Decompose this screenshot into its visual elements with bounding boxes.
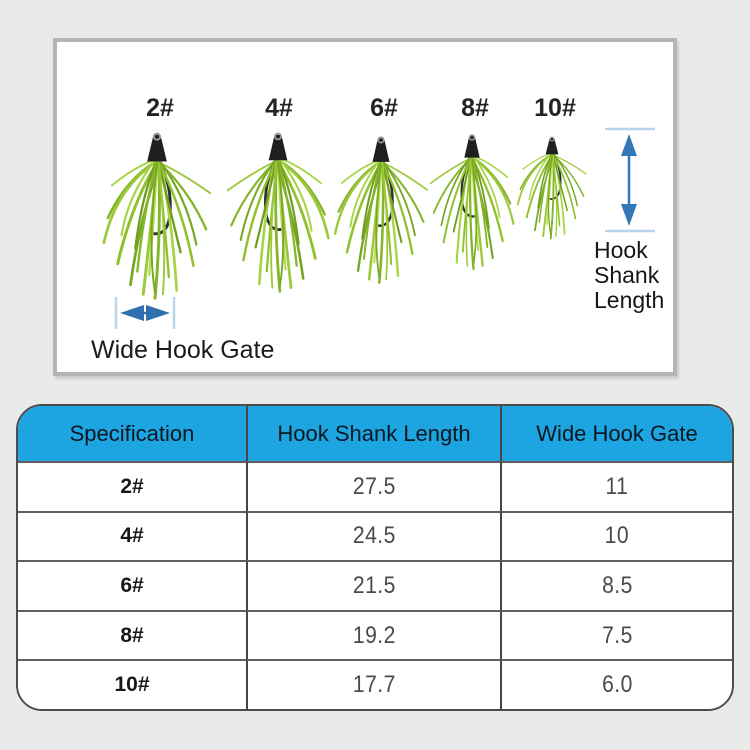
shank-cell: 17.7 <box>246 659 500 709</box>
shank-cell: 24.5 <box>246 510 500 561</box>
lure-size-label: 8# <box>461 94 489 122</box>
spec-cell: 8# <box>18 609 246 660</box>
product-photo-panel: 2# 4# 6# 8# 10# Hook Shank Length Wide H… <box>53 38 677 376</box>
spec-value: 4# <box>120 524 144 548</box>
lure-size-label: 4# <box>265 94 293 122</box>
gate-cell: 7.5 <box>500 609 732 660</box>
gate-cell: 11 <box>500 461 732 511</box>
header-text: Wide Hook Gate <box>536 420 698 446</box>
spec-value: 2# <box>120 474 144 498</box>
wide-hook-gate-label: Wide Hook Gate <box>91 336 275 364</box>
hook-shank-length-label: Hook Shank Length <box>594 237 665 313</box>
lure-photo-10 <box>514 135 590 241</box>
shank-value: 27.5 <box>352 472 396 500</box>
header-text: Specification <box>69 420 195 446</box>
spec-value: 8# <box>120 623 144 647</box>
shank-cell: 27.5 <box>246 461 500 511</box>
gate-value: 8.5 <box>601 571 633 599</box>
header-cell-hook-shank-length: Hook Shank Length <box>246 406 500 461</box>
lure-photo-8 <box>426 132 518 272</box>
shank-value: 24.5 <box>352 522 396 550</box>
header-text: Hook Shank Length <box>277 420 471 446</box>
wide-hook-gate-arrow-icon <box>114 297 176 329</box>
lure-photo-4 <box>222 130 334 295</box>
header-cell-wide-hook-gate: Wide Hook Gate <box>500 406 732 461</box>
spec-cell: 2# <box>18 461 246 511</box>
gate-value: 10 <box>604 522 630 550</box>
spec-cell: 10# <box>18 659 246 709</box>
gate-cell: 10 <box>500 510 732 561</box>
gate-cell: 8.5 <box>500 560 732 610</box>
shank-value: 21.5 <box>352 571 396 599</box>
lure-photo-6 <box>330 134 432 286</box>
gate-value: 6.0 <box>601 671 633 699</box>
lure-size-label: 2# <box>146 94 174 122</box>
lure-photo-2 <box>98 130 216 302</box>
specification-table: Specification Hook Shank Length Wide Hoo… <box>16 404 734 711</box>
hook-shank-length-arrow-icon <box>605 127 655 233</box>
shank-value: 17.7 <box>352 671 396 699</box>
lure-size-label: 10# <box>534 94 576 122</box>
shank-cell: 21.5 <box>246 560 500 610</box>
spec-value: 10# <box>114 673 150 697</box>
shank-cell: 19.2 <box>246 609 500 660</box>
spec-value: 6# <box>120 573 144 597</box>
spec-cell: 4# <box>18 510 246 561</box>
spec-cell: 6# <box>18 560 246 610</box>
gate-value: 7.5 <box>601 621 633 649</box>
gate-cell: 6.0 <box>500 659 732 709</box>
header-cell-specification: Specification <box>18 406 246 461</box>
lure-size-label: 6# <box>370 94 398 122</box>
shank-value: 19.2 <box>352 621 396 649</box>
gate-value: 11 <box>605 472 629 500</box>
